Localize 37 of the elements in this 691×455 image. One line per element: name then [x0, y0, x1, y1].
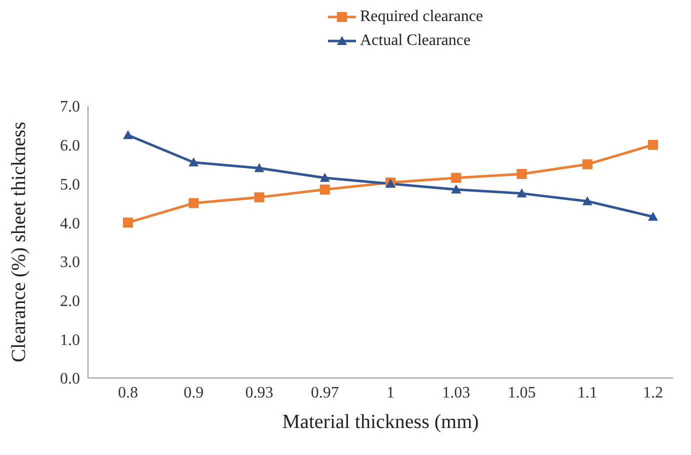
y-axis-title: Clearance (%) sheet thickness: [8, 122, 30, 362]
point: [123, 130, 133, 140]
point: [451, 172, 462, 183]
x-tick-label: 1.2: [643, 384, 663, 402]
y-tick-label: 7.0: [60, 98, 80, 116]
x-axis-title: Material thickness (mm): [282, 411, 479, 433]
point: [451, 184, 462, 194]
x-tick-label: 1.1: [577, 384, 598, 402]
point: [516, 188, 527, 198]
x-tick-label: 1: [386, 384, 394, 402]
x-tick-label: 1.03: [442, 384, 470, 402]
y-tick-label: 0.0: [60, 370, 80, 388]
y-tick-label: 4.0: [60, 215, 80, 232]
point: [254, 163, 264, 172]
point: [516, 169, 527, 179]
legend-label: Actual Clearance: [360, 32, 471, 50]
point: [320, 172, 330, 182]
point: [188, 198, 199, 208]
y-tick-label: 3.0: [60, 254, 80, 272]
point: [582, 196, 592, 206]
legend-label: Required clearance: [360, 8, 484, 26]
point: [648, 140, 658, 150]
point: [648, 212, 658, 221]
y-tick-label: 2.0: [60, 292, 80, 310]
point: [582, 159, 592, 170]
y-tick-label: 1.0: [60, 332, 80, 349]
point: [188, 157, 199, 166]
x-tick-label: 0.93: [245, 384, 274, 402]
point: [123, 218, 133, 228]
x-tick-label: 0.97: [310, 384, 339, 402]
point: [320, 184, 330, 195]
x-tick-label: 0.8: [118, 384, 138, 402]
point: [254, 192, 264, 202]
x-tick-label: 1.05: [508, 384, 536, 402]
y-tick-label: 6.0: [60, 138, 80, 155]
y-tick-label: 5.0: [60, 176, 80, 194]
x-tick-label: 0.9: [184, 384, 204, 402]
